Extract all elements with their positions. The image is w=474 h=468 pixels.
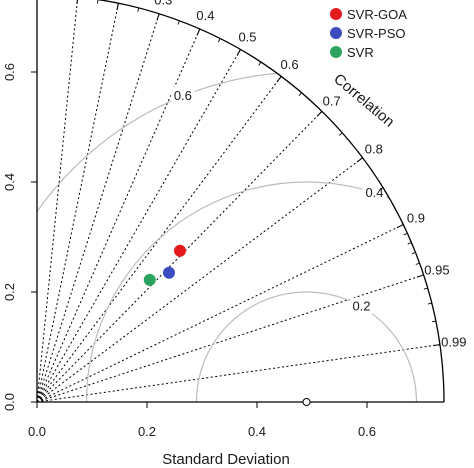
x-tick-label: 0.6 xyxy=(358,424,376,439)
correlation-tick-label: 0.99 xyxy=(441,335,466,350)
correlation-minor-tick xyxy=(217,38,221,43)
correlation-minor-tick xyxy=(117,3,119,8)
correlation-minor-tick xyxy=(177,20,180,25)
correlation-ray xyxy=(36,13,160,403)
correlation-minor-tick xyxy=(423,287,428,290)
y-tick-label: 0.2 xyxy=(2,283,17,301)
correlation-minor-tick xyxy=(318,111,323,115)
x-tick-label: 0.0 xyxy=(28,424,46,439)
rms-contour xyxy=(195,291,418,402)
correlation-minor-tick xyxy=(197,28,201,33)
correlation-tick-label: 0.7 xyxy=(323,93,341,108)
correlation-minor-tick xyxy=(407,242,412,245)
correlation-tick-label: 0.3 xyxy=(154,0,172,7)
correlation-tick xyxy=(416,274,424,278)
reference-point xyxy=(302,398,311,406)
legend-marker xyxy=(330,27,342,39)
correlation-minor-tick xyxy=(427,302,432,305)
outer-arc xyxy=(95,0,445,403)
correlation-ray xyxy=(36,224,404,403)
rms-contour-label: 0.2 xyxy=(352,299,370,314)
correlation-minor-tick xyxy=(278,76,282,80)
correlation-tick-label: 0.8 xyxy=(365,141,383,156)
points-layer xyxy=(143,244,311,406)
correlation-minor-tick xyxy=(403,232,408,236)
legend: SVR-GOA SVR-PSO SVR xyxy=(330,7,407,60)
correlation-ray xyxy=(36,157,363,403)
data-point xyxy=(174,244,186,257)
correlation-ray xyxy=(36,49,241,403)
ticks-layer: 0.10.20.30.40.50.60.70.80.90.950.990.00.… xyxy=(2,0,466,439)
correlation-minor-tick xyxy=(258,61,262,66)
data-point xyxy=(163,266,175,279)
correlation-minor-tick xyxy=(411,251,416,255)
rms-label-bg xyxy=(349,297,374,314)
correlation-minor-tick xyxy=(298,92,302,97)
correlation-minor-tick xyxy=(137,7,140,12)
legend-label: SVR xyxy=(347,45,374,60)
correlation-ray xyxy=(36,28,201,403)
correlation-ray xyxy=(36,274,424,403)
data-point xyxy=(143,273,156,286)
legend-label: SVR-PSO xyxy=(347,26,406,41)
rms-contour-label: 0.4 xyxy=(365,185,383,200)
rms-label-bg xyxy=(170,87,195,104)
x-tick-label: 0.4 xyxy=(248,424,266,439)
frame-layer xyxy=(36,0,445,403)
correlation-ray xyxy=(36,344,441,403)
legend-label: SVR-GOA xyxy=(347,7,407,22)
grid-layer: 0.2 0.4 0.6 xyxy=(36,0,444,403)
correlation-ray xyxy=(36,3,119,403)
y-tick-label: 0.0 xyxy=(2,393,17,411)
legend-marker xyxy=(330,46,342,58)
correlation-tick-label: 0.9 xyxy=(407,210,425,225)
correlation-tick xyxy=(432,344,441,347)
correlation-tick-label: 0.5 xyxy=(238,29,256,44)
correlation-minor-tick xyxy=(359,157,363,161)
correlation-minor-tick xyxy=(431,320,436,323)
correlation-tick-label: 0.4 xyxy=(196,8,214,23)
y-tick-label: 0.6 xyxy=(2,63,17,81)
correlation-minor-tick xyxy=(379,187,384,191)
legend-marker xyxy=(330,8,342,20)
correlation-minor-tick xyxy=(415,262,420,265)
correlation-minor-tick xyxy=(157,13,160,18)
correlation-tick-label: 0.95 xyxy=(424,263,449,278)
rms-contour xyxy=(85,181,444,402)
correlation-minor-tick xyxy=(97,0,99,4)
x-tick-label: 0.2 xyxy=(138,424,156,439)
correlation-tick xyxy=(396,224,404,229)
y-tick-label: 0.4 xyxy=(2,173,17,191)
rms-contour-label: 0.6 xyxy=(174,88,192,103)
rms-label-bg xyxy=(362,183,387,200)
correlation-minor-tick xyxy=(238,49,241,54)
correlation-tick-label: 0.6 xyxy=(281,57,299,72)
correlation-ray xyxy=(36,0,78,403)
x-axis-title: Standard Deviation xyxy=(162,451,290,468)
correlation-minor-tick xyxy=(338,132,343,136)
